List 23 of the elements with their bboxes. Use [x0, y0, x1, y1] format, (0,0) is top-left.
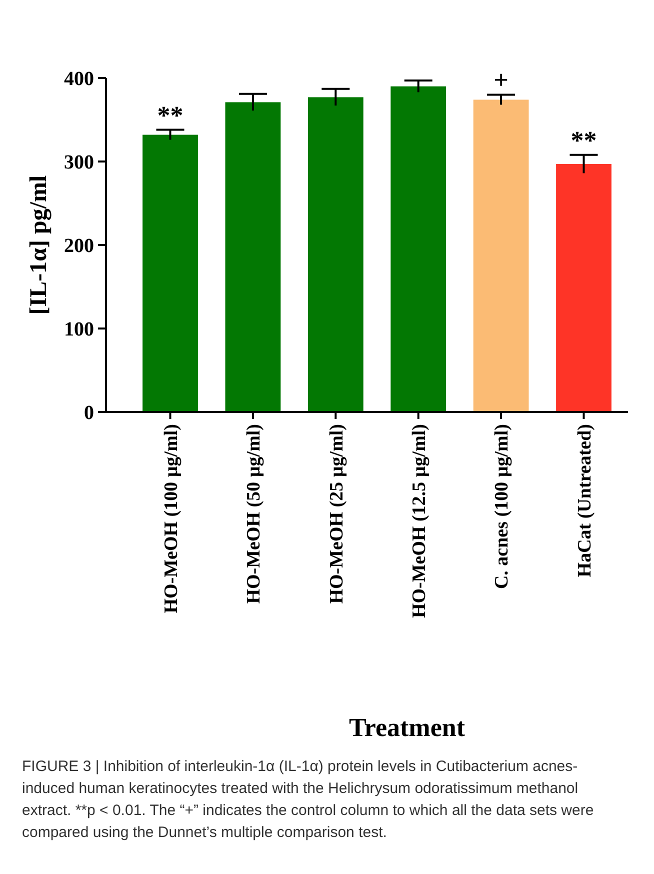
annotation: **	[570, 126, 597, 155]
y-tick-label: 200	[64, 235, 94, 257]
bar	[225, 102, 281, 412]
x-axis-title: Treatment	[349, 713, 466, 742]
bar	[473, 100, 529, 412]
bar	[142, 134, 198, 412]
bar	[556, 164, 612, 412]
x-tick-label: HaCat (Untreated)	[574, 424, 596, 578]
caption: FIGURE 3 | Inhibition of interleukin-1α (IL-1α) protein levels in Cutibacterium acnes-induced human keratinocytes treated with the Helichrysum odoratissimum methanol extract. **p < 0.01. The “+” indicates the control column to which all the data sets were compared using the Dunnet’s multiple comparison test.	[21, 757, 595, 843]
annotation: +	[494, 66, 508, 95]
y-tick-label: 100	[64, 318, 94, 340]
annotation: **	[157, 100, 184, 130]
y-tick-label: 400	[64, 68, 94, 90]
x-tick-label: HO-MeOH (50 µg/ml)	[244, 424, 265, 604]
bar	[390, 86, 446, 412]
x-tick-label: C. acnes (100 µg/ml)	[492, 424, 513, 590]
y-axis-title: [IL-1α] pg/ml	[26, 174, 52, 315]
bar	[308, 97, 364, 412]
y-tick-label: 0	[84, 402, 94, 424]
y-tick-label: 300	[64, 152, 94, 174]
x-tick-label: HO-MeOH (100 µg/ml)	[160, 424, 182, 614]
x-tick-label: HO-MeOH (12.5 µg/ml)	[409, 424, 430, 618]
x-tick-label: HO-MeOH (25 µg/ml)	[326, 424, 348, 604]
